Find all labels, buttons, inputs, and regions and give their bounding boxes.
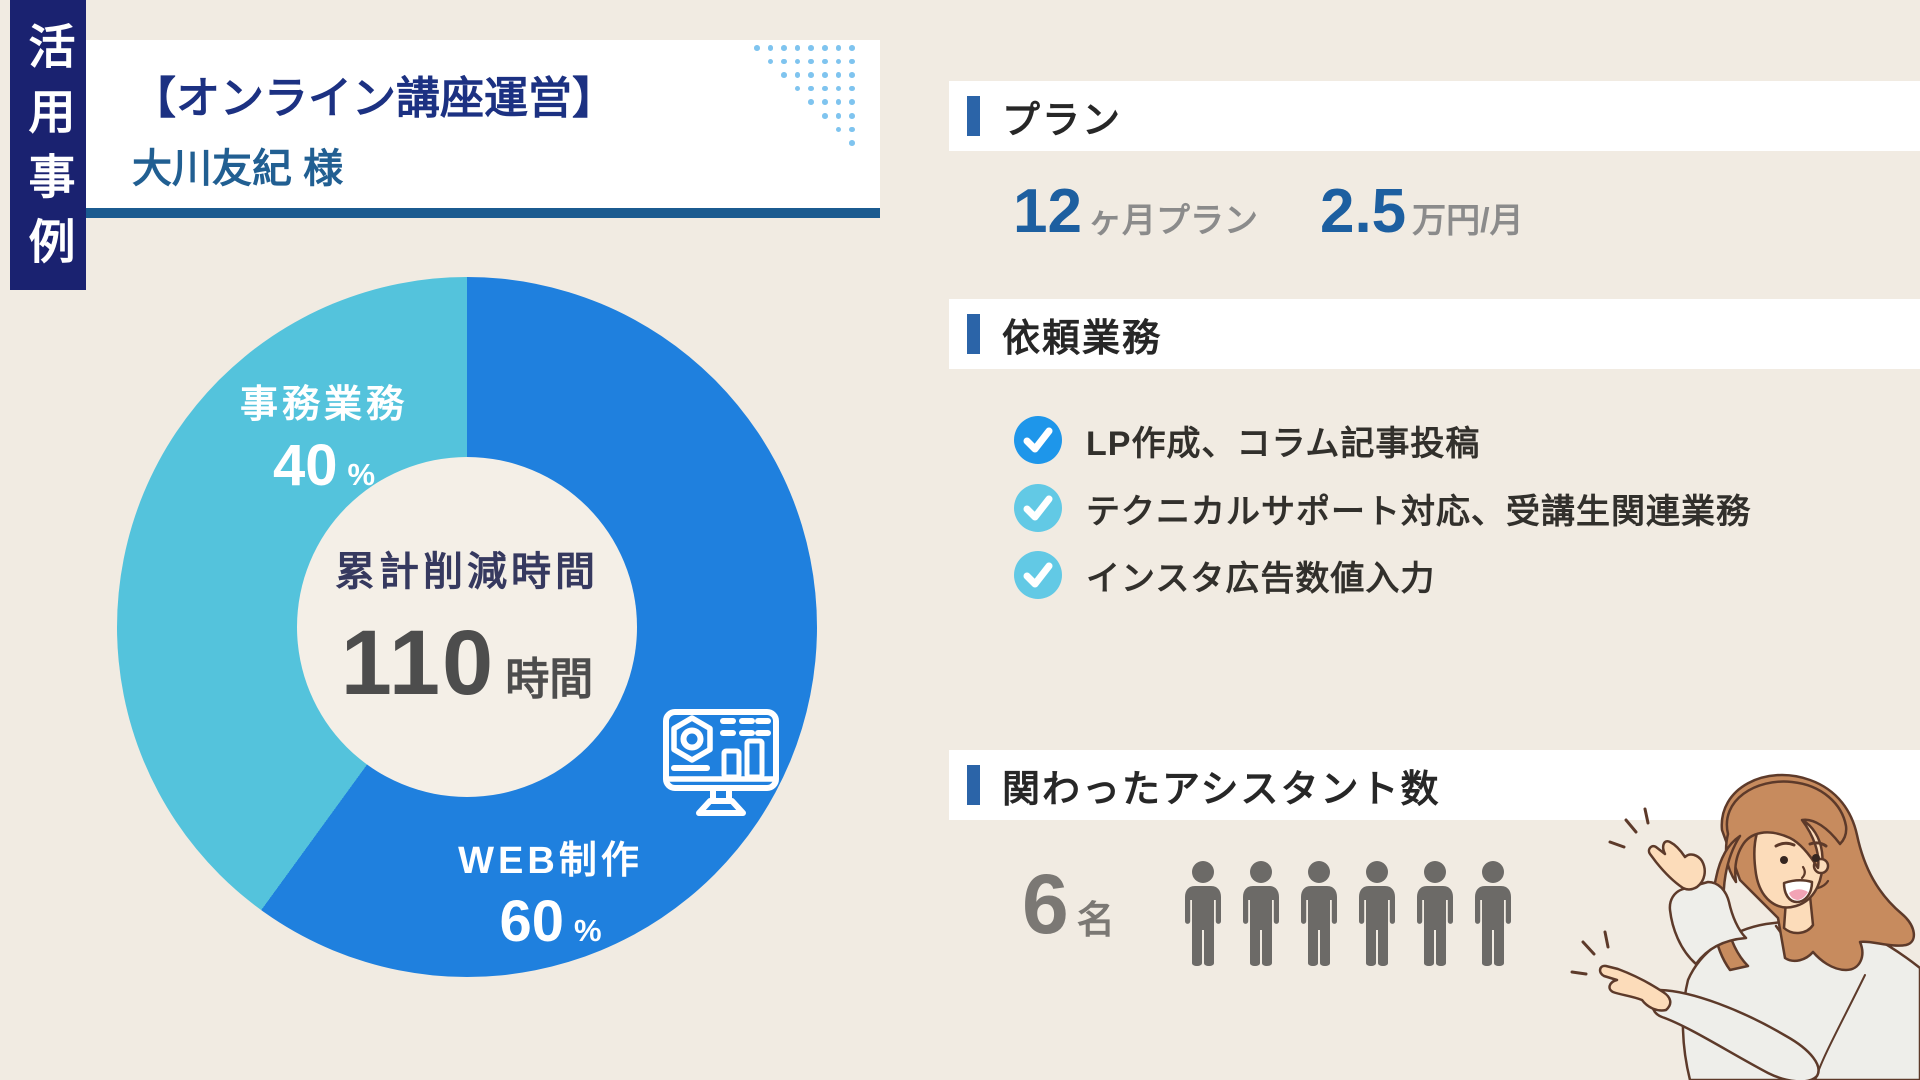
donut-center-title: 累計削減時間	[335, 549, 599, 594]
plan-price-value: 2.5	[1319, 177, 1407, 246]
check-icon-2	[1014, 551, 1062, 599]
donut-center: 累計削減時間 110 時間	[297, 457, 637, 797]
side-tab-label: 活用事例	[21, 22, 75, 282]
section-bar-icon	[967, 96, 980, 136]
task-item: テクニカルサポート対応、受講生関連業務	[1014, 484, 1751, 532]
plan-values: 12 ヶ月プラン 2.5 万円/月	[1013, 176, 1524, 247]
person-icon	[1301, 861, 1337, 966]
section-bar-icon	[967, 314, 980, 354]
plan-title: プラン	[1002, 99, 1123, 142]
assistant-count: 6 名	[1022, 857, 1115, 951]
assistants-title: 関わったアシスタント数	[1002, 768, 1441, 811]
donut-center-value: 110	[340, 611, 496, 714]
person-icon	[1475, 861, 1511, 966]
woman-illustration	[1570, 773, 1920, 1080]
person-icon	[1185, 861, 1221, 966]
section-bar-icon	[967, 765, 980, 805]
side-tab: 活用事例	[10, 0, 86, 290]
plan-price-unit: 万円/月	[1412, 202, 1524, 240]
client-name: 大川友紀 様	[132, 147, 344, 191]
dots-pattern-decoration	[754, 45, 862, 153]
tasks-header: 依頼業務	[949, 299, 1920, 369]
header-card: 【オンライン講座運営】 大川友紀 様	[86, 40, 880, 218]
slice-label-web: WEB制作 60%	[458, 840, 643, 954]
check-icon-1	[1014, 484, 1062, 532]
donut-center-unit: 時間	[505, 654, 594, 704]
assistant-person-icons	[1183, 860, 1513, 970]
task-item: インスタ広告数値入力	[1014, 551, 1435, 599]
person-icon	[1417, 861, 1453, 966]
plan-duration-unit: ヶ月プラン	[1087, 202, 1258, 240]
tasks-title: 依頼業務	[1002, 317, 1163, 360]
slice-label-admin: 事務業務 40%	[239, 384, 408, 498]
check-icon-0	[1014, 416, 1062, 464]
donut-chart: 事務業務 40% WEB制作 60% 累計削減時間 110 時間	[117, 277, 817, 977]
header-category: 【オンライン講座運営】	[132, 74, 616, 123]
task-item: LP作成、コラム記事投稿	[1014, 416, 1480, 464]
person-icon	[1359, 861, 1395, 966]
plan-duration-value: 12	[1013, 177, 1082, 246]
person-icon	[1243, 861, 1279, 966]
monitor-icon	[663, 709, 779, 816]
plan-header: プラン	[949, 81, 1920, 151]
header-underline	[86, 208, 880, 218]
